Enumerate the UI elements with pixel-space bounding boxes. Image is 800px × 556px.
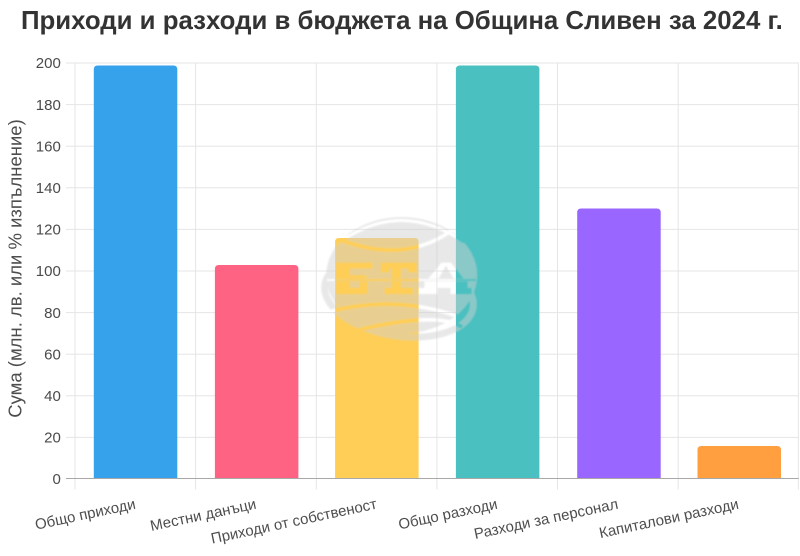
- svg-text:Сума (млн. лв. или % изпълнени: Сума (млн. лв. или % изпълнение): [5, 119, 26, 418]
- svg-text:100: 100: [36, 263, 61, 280]
- svg-text:140: 140: [36, 180, 61, 197]
- svg-text:120: 120: [36, 222, 61, 239]
- svg-text:0: 0: [52, 471, 60, 488]
- svg-text:20: 20: [44, 430, 61, 447]
- svg-text:160: 160: [36, 138, 61, 155]
- svg-text:200: 200: [36, 55, 61, 72]
- svg-text:180: 180: [36, 97, 61, 114]
- svg-text:80: 80: [44, 305, 61, 322]
- svg-text:Приходи и разходи в бюджета на: Приходи и разходи в бюджета на Община Сл…: [21, 7, 783, 35]
- svg-text:40: 40: [44, 388, 61, 405]
- svg-text:60: 60: [44, 346, 61, 363]
